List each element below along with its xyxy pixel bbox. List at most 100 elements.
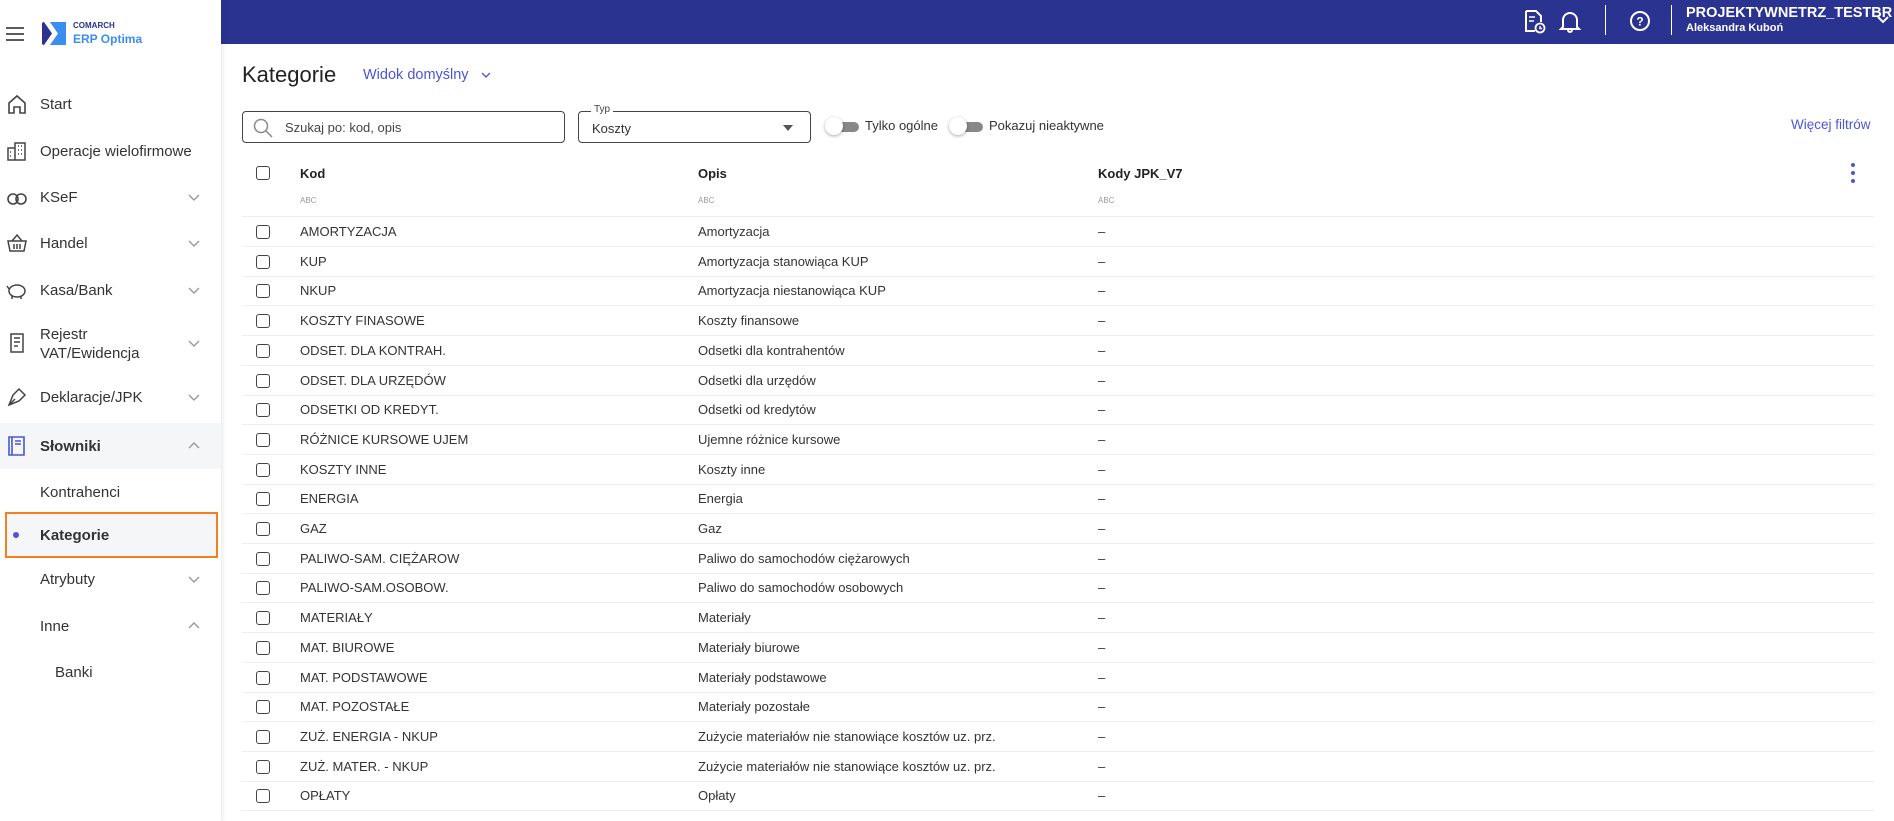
table-row[interactable]: MAT. POZOSTAŁE Materiały pozostałe – bbox=[242, 692, 1874, 723]
type-select[interactable]: Typ Koszty bbox=[578, 104, 811, 143]
table-row[interactable]: KOSZTY INNE Koszty inne – bbox=[242, 455, 1874, 485]
brand-company: COMARCH bbox=[73, 21, 115, 30]
pen-icon bbox=[7, 387, 27, 407]
chevron-down-icon bbox=[481, 72, 491, 78]
search-icon bbox=[253, 118, 273, 138]
row-checkbox[interactable] bbox=[256, 403, 270, 418]
row-checkbox[interactable] bbox=[256, 700, 270, 715]
table-header: Kod Opis Kody JPK_V7 ABC ABC ABC bbox=[242, 160, 1874, 217]
sidebar-item-kategorie[interactable]: Kategorie bbox=[5, 512, 218, 558]
sidebar-item-banki[interactable]: Banki bbox=[55, 663, 93, 681]
bell-icon[interactable] bbox=[1557, 8, 1583, 34]
sidebar-item-atrybuty[interactable]: Atrybuty bbox=[0, 556, 221, 602]
table-row[interactable]: MAT. PODSTAWOWE Materiały podstawowe – bbox=[242, 663, 1874, 693]
text-filter-icon[interactable]: ABC bbox=[698, 196, 715, 205]
sidebar-item-inne[interactable]: Inne bbox=[0, 603, 221, 649]
view-selector[interactable]: Widok domyślny bbox=[363, 67, 491, 83]
row-checkbox[interactable] bbox=[256, 551, 270, 566]
chevron-up-icon[interactable] bbox=[188, 620, 200, 632]
basket-icon bbox=[7, 233, 27, 252]
kebab-menu-icon[interactable] bbox=[1850, 162, 1856, 184]
search-input[interactable]: Szukaj po: kod, opis bbox=[242, 111, 565, 143]
cell-kody-jpk: – bbox=[1098, 461, 1106, 477]
table-row[interactable]: ODSET. DLA KONTRAH. Odsetki dla kontrahen… bbox=[242, 336, 1874, 366]
toggle-show-inactive[interactable] bbox=[949, 117, 985, 135]
table-row[interactable]: MATERIAŁY Materiały – bbox=[242, 603, 1874, 634]
sidebar-item-kontrahenci[interactable]: Kontrahenci bbox=[40, 483, 121, 501]
cell-kod: ZUŻ. MATER. - NKUP bbox=[300, 758, 429, 774]
table-row[interactable]: ODSETKI OD KREDYT. Odsetki od kredytów – bbox=[242, 395, 1874, 426]
chevron-down-icon[interactable] bbox=[188, 337, 200, 349]
piggy-bank-icon bbox=[6, 284, 26, 299]
sidebar-item-rejestr-vat[interactable]: Rejestr VAT/Ewidencja bbox=[0, 320, 221, 366]
sidebar-item-ksef[interactable]: KSeF bbox=[0, 174, 221, 220]
sidebar-item-start[interactable]: Start bbox=[0, 81, 221, 127]
table-row[interactable]: RÓŻNICE KURSOWE UJEM Ujemne różnice kurso… bbox=[242, 425, 1874, 455]
select-all-checkbox[interactable] bbox=[256, 166, 270, 180]
cell-kody-jpk: – bbox=[1098, 313, 1106, 329]
column-header-kody-jpk[interactable]: Kody JPK_V7 bbox=[1098, 166, 1183, 181]
row-checkbox[interactable] bbox=[256, 462, 270, 477]
row-checkbox[interactable] bbox=[256, 343, 270, 358]
row-checkbox[interactable] bbox=[256, 225, 270, 239]
table-row[interactable]: KOSZTY FINASOWE Koszty finansowe – bbox=[242, 306, 1874, 337]
table-row[interactable]: ZUŻ. MATER. - NKUP Zużycie materiałów nie… bbox=[242, 752, 1874, 782]
more-filters-link[interactable]: Więcej filtrów bbox=[1791, 117, 1871, 132]
table-row[interactable]: GAZ Gaz – bbox=[242, 514, 1874, 544]
row-checkbox[interactable] bbox=[256, 254, 270, 269]
hamburger-menu-icon[interactable] bbox=[6, 26, 24, 42]
cell-kod: PALIWO-SAM.OSOBOW. bbox=[300, 580, 449, 596]
help-icon[interactable]: ? bbox=[1627, 8, 1653, 34]
table-row[interactable]: ZUŻ. ENERGIA - NKUP Zużycie materiałów ni… bbox=[242, 722, 1874, 752]
row-checkbox[interactable] bbox=[256, 284, 270, 299]
cell-opis: Amortyzacja stanowiąca KUP bbox=[698, 253, 869, 269]
row-checkbox[interactable] bbox=[256, 611, 270, 626]
document-clock-icon[interactable] bbox=[1521, 8, 1547, 34]
cell-kody-jpk: – bbox=[1098, 431, 1106, 447]
row-checkbox[interactable] bbox=[256, 640, 270, 655]
company-name[interactable]: PROJEKTYWNETRZ_TESTBR bbox=[1686, 5, 1893, 21]
row-checkbox[interactable] bbox=[256, 670, 270, 685]
table-row[interactable]: PALIWO-SAM. CIĘŻAROW Paliwo do samochodów… bbox=[242, 544, 1874, 574]
cell-opis: Gaz bbox=[698, 521, 722, 536]
chevron-down-icon[interactable] bbox=[188, 191, 200, 203]
row-checkbox[interactable] bbox=[256, 432, 270, 447]
table-row[interactable]: ODSET. DLA URZĘDÓW Odsetki dla urzędów – bbox=[242, 366, 1874, 396]
row-checkbox[interactable] bbox=[256, 729, 270, 744]
chevron-down-icon[interactable] bbox=[188, 237, 200, 249]
row-checkbox[interactable] bbox=[256, 581, 270, 596]
row-checkbox[interactable] bbox=[256, 314, 270, 329]
table-row[interactable]: KUP Amortyzacja stanowiąca KUP – bbox=[242, 247, 1874, 277]
column-header-kod[interactable]: Kod bbox=[300, 166, 326, 181]
chevron-down-icon[interactable] bbox=[188, 573, 200, 585]
chevron-down-icon[interactable] bbox=[1876, 12, 1890, 26]
cell-kod: ODSET. DLA KONTRAH. bbox=[300, 342, 446, 358]
chevron-up-icon[interactable] bbox=[188, 440, 200, 452]
cell-opis: Materiały podstawowe bbox=[698, 669, 827, 685]
table-row[interactable]: OPŁATY Opłaty – bbox=[242, 781, 1874, 812]
chevron-down-icon[interactable] bbox=[188, 391, 200, 403]
sidebar-item-slowniki[interactable]: Słowniki bbox=[0, 423, 221, 469]
sidebar-item-handel[interactable]: Handel bbox=[0, 220, 221, 266]
sidebar-item-deklaracje[interactable]: Deklaracje/JPK bbox=[0, 374, 221, 420]
row-checkbox[interactable] bbox=[256, 522, 270, 536]
row-checkbox[interactable] bbox=[256, 789, 270, 804]
table-row[interactable]: PALIWO-SAM.OSOBOW. Paliwo do samochodów o… bbox=[242, 573, 1874, 604]
row-checkbox[interactable] bbox=[256, 492, 270, 507]
cell-kody-jpk: – bbox=[1098, 402, 1106, 418]
sidebar-item-operacje[interactable]: Operacje wielofirmowe bbox=[0, 128, 221, 174]
text-filter-icon[interactable]: ABC bbox=[300, 196, 317, 205]
sidebar-item-kasa-bank[interactable]: Kasa/Bank bbox=[0, 267, 221, 313]
table-row[interactable]: AMORTYZACJA Amortyzacja – bbox=[242, 217, 1874, 247]
sidebar: COMARCH ERP Optima Start Operacje wielof… bbox=[0, 0, 221, 821]
chevron-down-icon[interactable] bbox=[188, 284, 200, 296]
column-header-opis[interactable]: Opis bbox=[698, 166, 727, 181]
row-checkbox[interactable] bbox=[256, 373, 270, 388]
cell-kody-jpk: – bbox=[1098, 283, 1106, 299]
toggle-general-only[interactable] bbox=[825, 117, 861, 135]
table-row[interactable]: ENERGIA Energia – bbox=[242, 484, 1874, 515]
row-checkbox[interactable] bbox=[256, 759, 270, 774]
table-row[interactable]: NKUP Amortyzacja niestanowiąca KUP – bbox=[242, 276, 1874, 307]
text-filter-icon[interactable]: ABC bbox=[1098, 196, 1115, 205]
table-row[interactable]: MAT. BIUROWE Materiały biurowe – bbox=[242, 633, 1874, 663]
